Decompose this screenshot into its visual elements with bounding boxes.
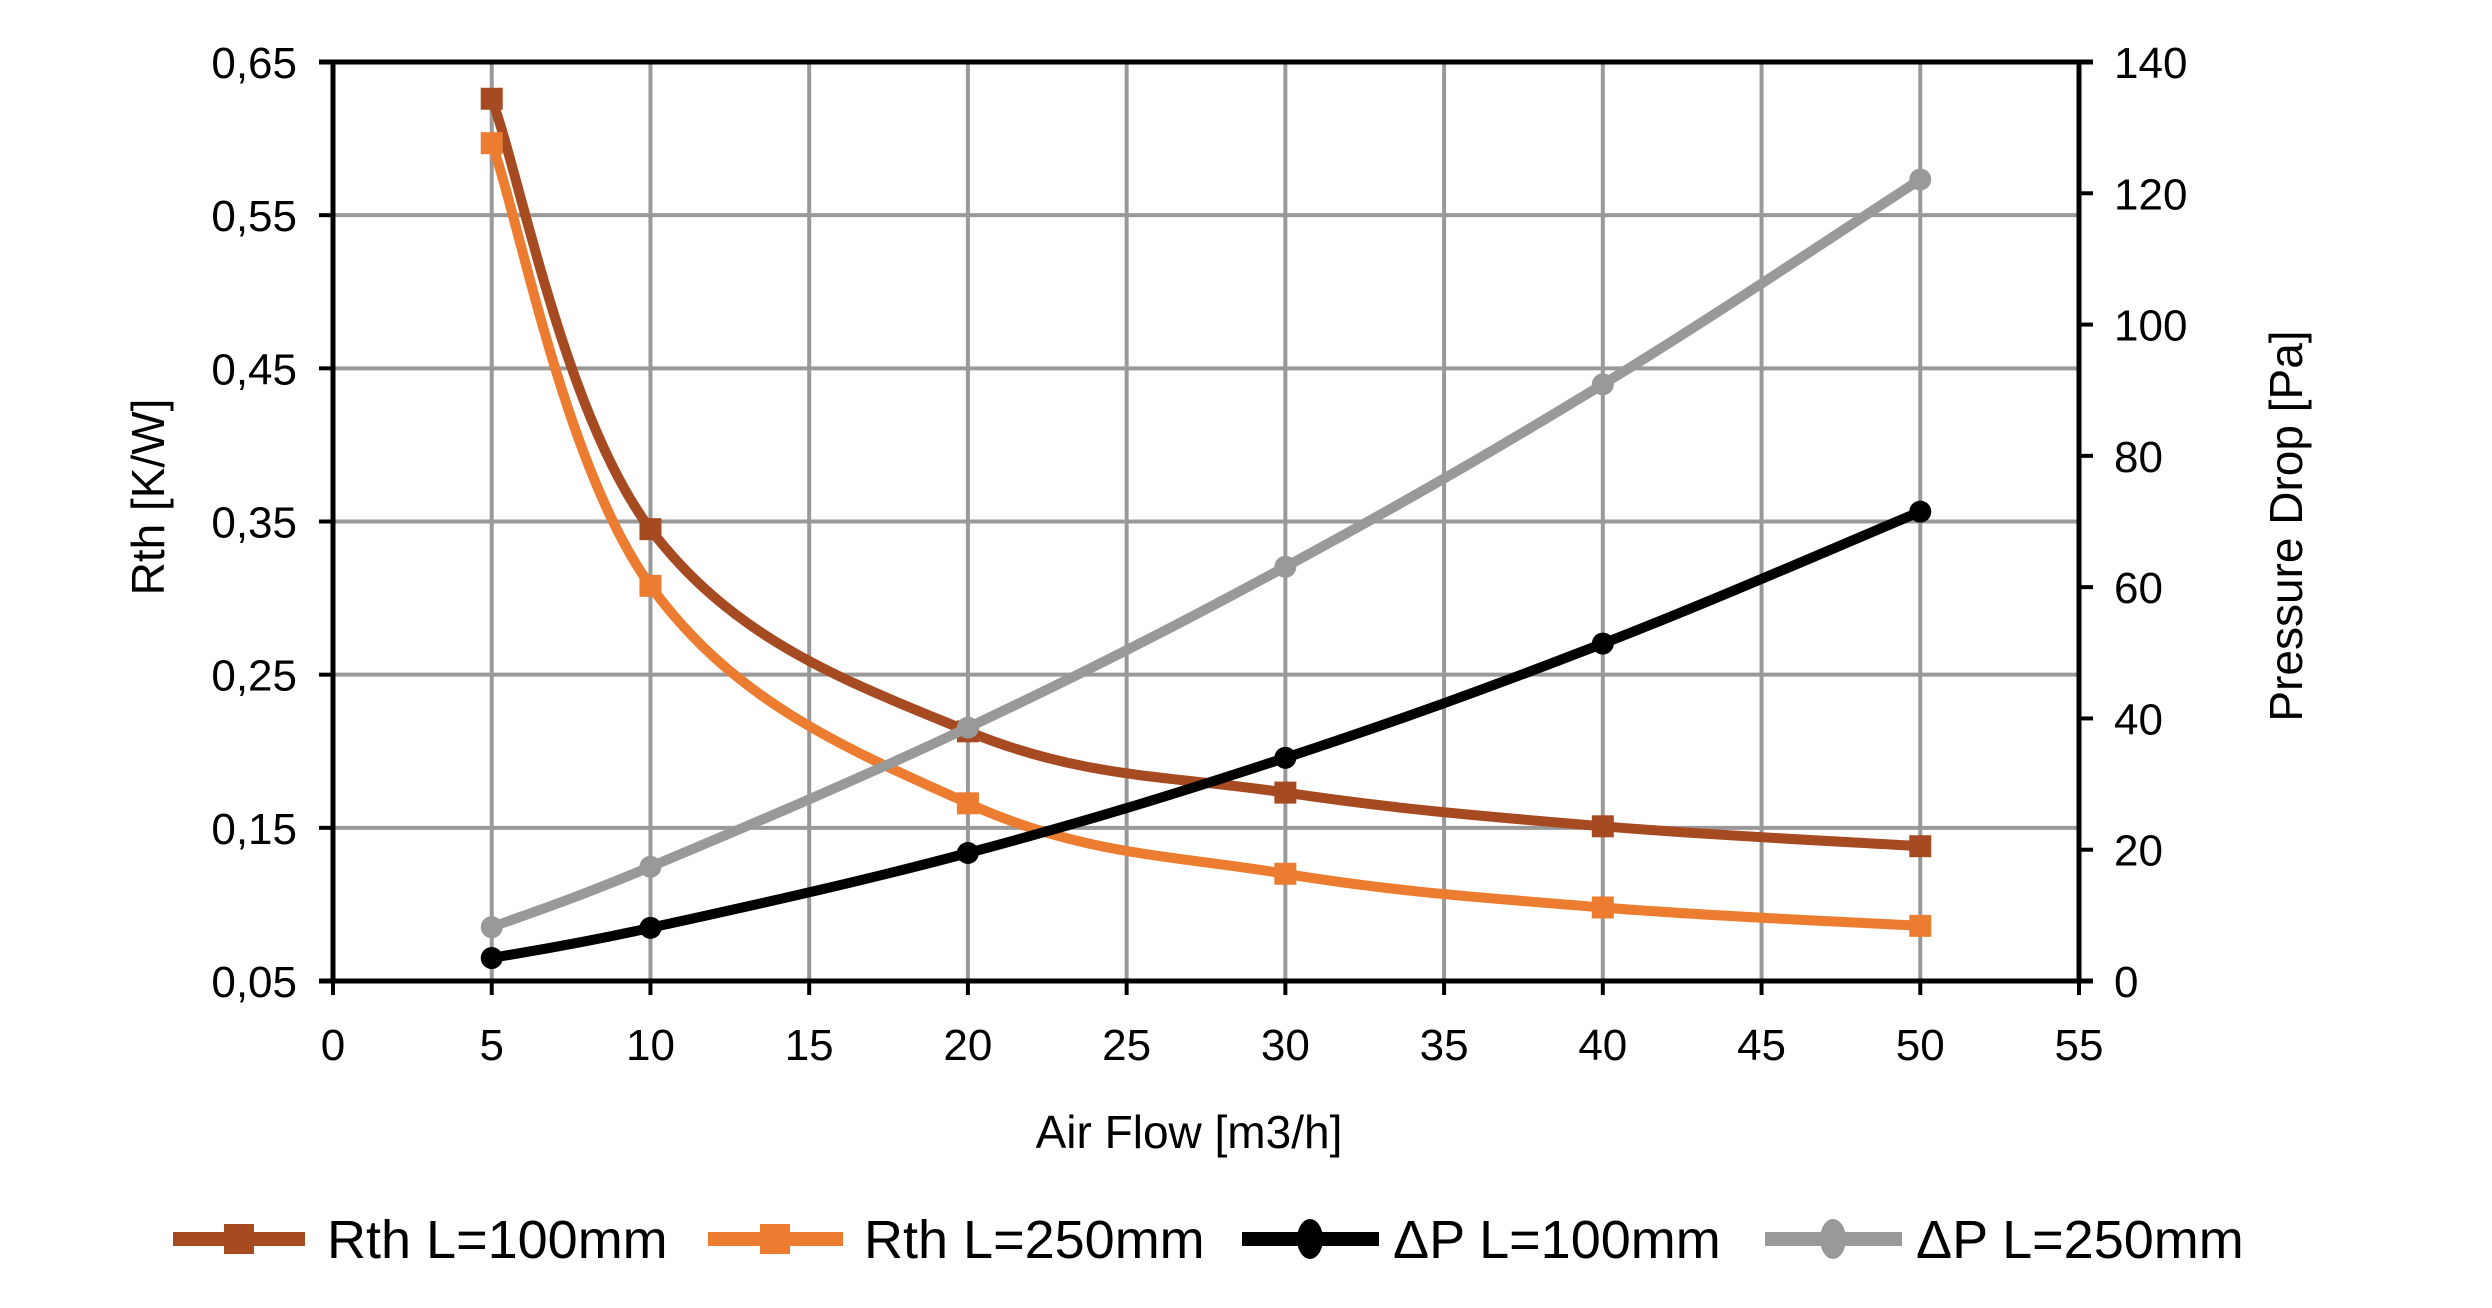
data-point-circle — [1909, 168, 1932, 191]
data-point-circle — [480, 916, 503, 939]
y-tick-label-left: 0,25 — [211, 652, 297, 701]
data-point-circle — [1274, 555, 1297, 578]
series-layer — [480, 87, 1932, 970]
legend-marker-dp-100 — [1297, 1219, 1323, 1259]
y-axis-title-right: Pressure Drop [Pa] — [2260, 330, 2312, 721]
series-3 — [480, 168, 1932, 939]
data-point-square — [480, 87, 503, 110]
y-tick-label-left: 0,55 — [211, 192, 297, 241]
data-point-circle — [1591, 632, 1614, 655]
y-tick-label-left: 0,15 — [211, 805, 297, 854]
y-tick-label-right: 20 — [2114, 827, 2163, 876]
x-tick-label: 10 — [626, 1021, 675, 1070]
axes — [319, 59, 2093, 995]
x-tick-label: 35 — [1420, 1021, 1469, 1070]
y-tick-label-right: 0 — [2114, 958, 2138, 1007]
data-point-circle — [956, 716, 979, 739]
legend-label-dp-100: ΔP L=100mm — [1393, 1210, 1721, 1270]
data-point-square — [639, 574, 662, 597]
legend-item-rth-100: Rth L=100mm — [173, 1210, 668, 1270]
data-point-circle — [1591, 373, 1614, 396]
x-tick-label: 50 — [1896, 1021, 1945, 1070]
y-tick-label-right: 100 — [2114, 302, 2187, 351]
data-point-square — [1591, 896, 1614, 919]
legend-item-dp-100: ΔP L=100mm — [1242, 1210, 1721, 1270]
y-tick-label-right: 80 — [2114, 433, 2163, 482]
data-point-square — [1909, 914, 1932, 937]
y-tick-label-right: 40 — [2114, 695, 2163, 744]
data-point-square — [1591, 815, 1614, 838]
x-tick-label: 0 — [321, 1021, 345, 1070]
legend-label-rth-250: Rth L=250mm — [864, 1210, 1205, 1270]
y-tick-label-right: 60 — [2114, 564, 2163, 613]
data-point-circle — [956, 841, 979, 864]
y-tick-label-right: 120 — [2114, 170, 2187, 219]
y-tick-label-left: 0,65 — [211, 39, 297, 88]
legend-marker-rth-250 — [760, 1224, 790, 1254]
data-point-square — [956, 792, 979, 815]
x-tick-label: 30 — [1261, 1021, 1310, 1070]
x-tick-label: 40 — [1578, 1021, 1627, 1070]
y-tick-label-left: 0,45 — [211, 345, 297, 394]
x-tick-label: 15 — [785, 1021, 834, 1070]
data-point-circle — [639, 855, 662, 878]
series-1 — [480, 132, 1932, 937]
x-axis-title: Air Flow [m3/h] — [1036, 1106, 1343, 1158]
data-point-circle — [639, 916, 662, 939]
x-tick-label: 55 — [2055, 1021, 2104, 1070]
series-line — [487, 97, 1921, 852]
x-tick-label: 25 — [1102, 1021, 1151, 1070]
y-axis-title-left: Rth [K/W] — [122, 399, 174, 596]
x-tick-label: 5 — [479, 1021, 503, 1070]
data-point-square — [1274, 862, 1297, 885]
legend-marker-rth-100 — [224, 1224, 254, 1254]
legend-marker-dp-250 — [1820, 1219, 1846, 1259]
series-line — [487, 141, 1921, 931]
x-tick-label: 20 — [943, 1021, 992, 1070]
legend-item-rth-250: Rth L=250mm — [708, 1210, 1205, 1270]
data-point-circle — [480, 947, 503, 970]
x-tick-label: 45 — [1737, 1021, 1786, 1070]
legend-label-dp-250: ΔP L=250mm — [1916, 1210, 2244, 1270]
y-tick-label-left: 0,05 — [211, 958, 297, 1007]
data-point-circle — [1274, 746, 1297, 769]
series-2 — [480, 500, 1932, 970]
y-tick-label-left: 0,35 — [211, 499, 297, 548]
legend-label-rth-100: Rth L=100mm — [327, 1210, 668, 1270]
legend: Rth L=100mm Rth L=250mm ΔP L=100mm ΔP L=… — [173, 1210, 2244, 1270]
y-tick-label-right: 140 — [2114, 39, 2187, 88]
legend-item-dp-250: ΔP L=250mm — [1765, 1210, 2244, 1270]
data-point-square — [639, 518, 662, 541]
data-point-square — [1909, 835, 1932, 858]
data-point-square — [480, 132, 503, 155]
data-point-square — [1274, 781, 1297, 804]
tick-labels: 0 5 10 15 20 25 30 35 40 45 50 55 0,05 0,15 0,25 0,35 0,… — [211, 39, 2187, 1070]
data-point-circle — [1909, 500, 1932, 523]
